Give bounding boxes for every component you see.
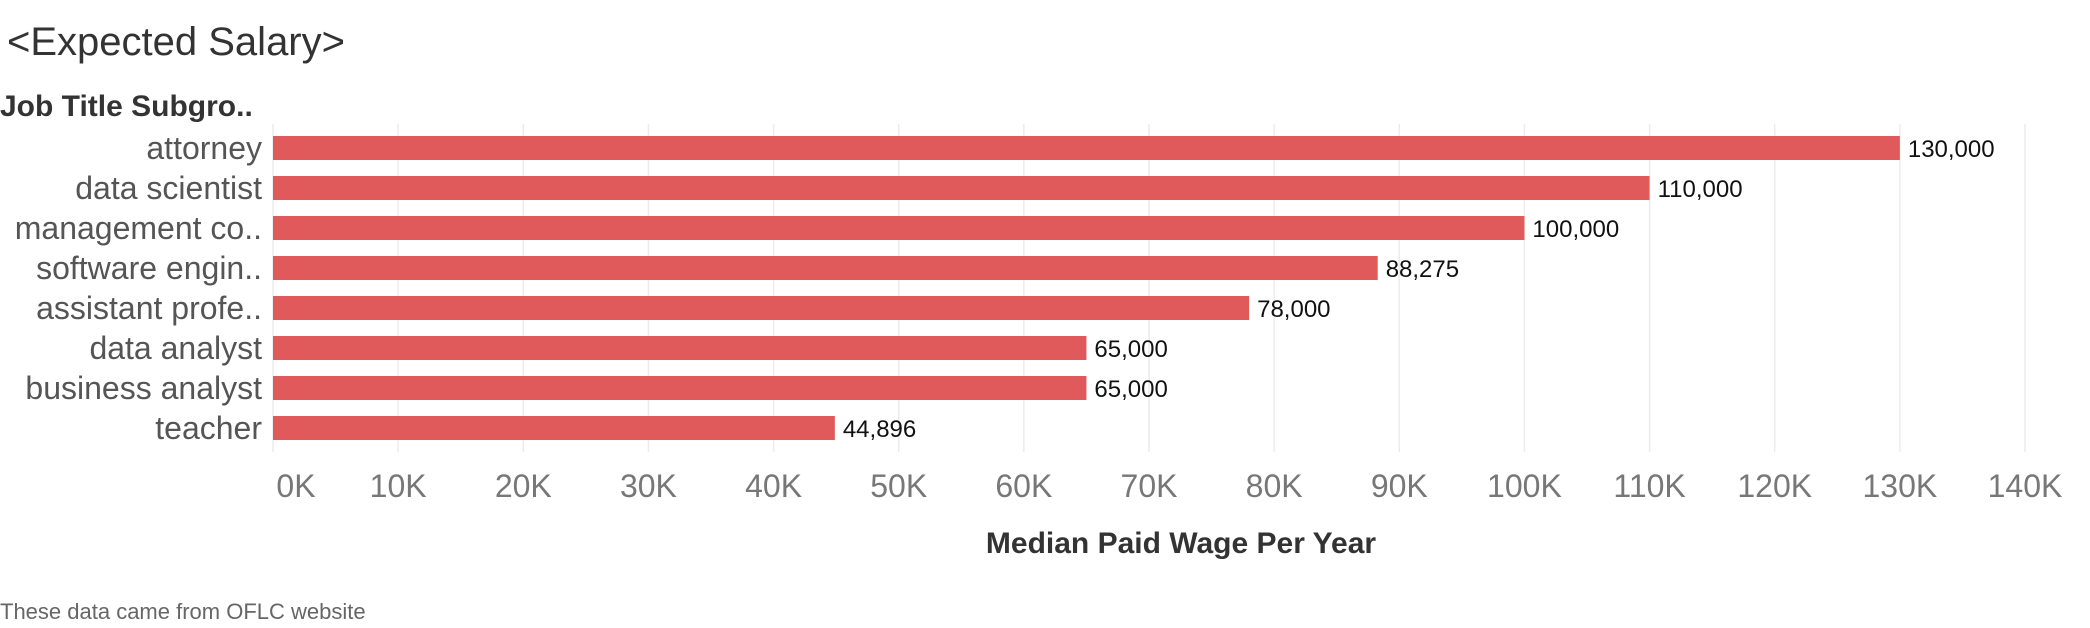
data-label: 100,000 [1532,216,1619,243]
bar [273,136,1900,160]
x-tick-label: 90K [1371,468,1428,504]
data-label: 110,000 [1658,176,1743,203]
x-tick-label: 50K [870,468,927,504]
category-label: data analyst [89,330,262,366]
data-label: 130,000 [1908,136,1995,163]
data-label: 88,275 [1386,256,1459,283]
bar [273,336,1087,360]
category-label: management co.. [15,210,262,246]
x-axis-ticks: 0K 10K 20K 30K 40K 50K 60K 70K 80K 90K 100K 110K 120… [276,468,2062,504]
x-tick-label: 120K [1737,468,1812,504]
x-tick-label: 60K [995,468,1052,504]
category-label: data scientist [75,170,262,206]
x-axis-title: Median Paid Wage Per Year [986,527,1376,560]
row-header: Job Title Subgro.. [0,90,253,123]
x-tick-label: 20K [495,468,552,504]
bar [273,176,1650,200]
data-label: 65,000 [1094,376,1167,403]
x-tick-label: 40K [745,468,802,504]
chart-title: <Expected Salary> [7,20,345,64]
footnote: These data came from OFLC website [0,599,366,624]
bars: 130,000 110,000 100,000 88,275 78,000 65,000 6… [273,136,1995,443]
bar [273,416,835,440]
data-label: 65,000 [1094,336,1167,363]
bar [273,256,1378,280]
category-label: software engin.. [36,250,262,286]
x-tick-label: 30K [620,468,677,504]
category-label: business analyst [25,370,262,406]
data-label: 44,896 [843,416,916,443]
category-label: assistant profe.. [36,290,262,326]
data-label: 78,000 [1257,296,1330,323]
x-tick-label: 100K [1487,468,1562,504]
category-label: teacher [155,410,262,446]
category-labels: attorney data scientist management co.. sof… [15,130,263,446]
x-tick-label: 70K [1121,468,1178,504]
x-tick-label: 130K [1862,468,1937,504]
category-label: attorney [146,130,262,166]
bar [273,216,1525,240]
x-tick-label: 0K [276,468,315,504]
x-tick-label: 80K [1246,468,1303,504]
x-tick-label: 110K [1613,468,1685,504]
bar [273,296,1250,320]
x-tick-label: 10K [370,468,427,504]
bar [273,376,1087,400]
x-tick-label: 140K [1988,468,2063,504]
